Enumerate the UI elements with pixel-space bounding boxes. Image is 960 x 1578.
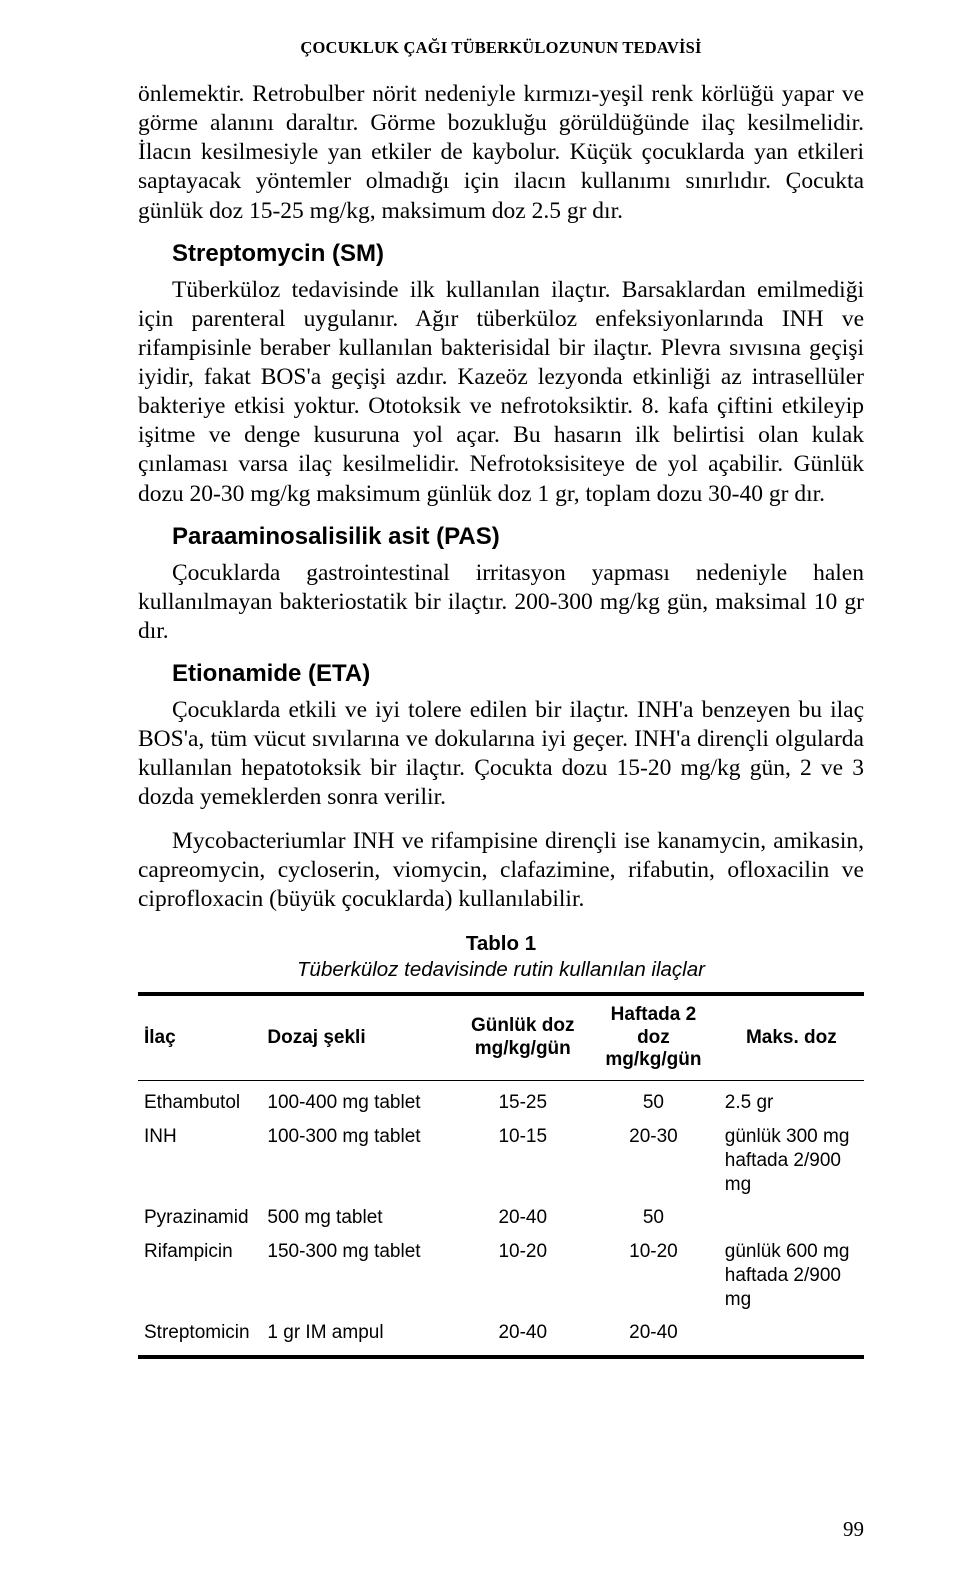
cell-max-l1: 2.5 gr xyxy=(725,1091,860,1115)
cell-max: günlük 300 mg haftada 2/900 mg xyxy=(719,1120,864,1201)
cell-max-l2: haftada 2/900 mg xyxy=(725,1149,860,1197)
table-row: INH 100-300 mg tablet 10-15 20-30 günlük… xyxy=(138,1120,864,1201)
table-row: Ethambutol 100-400 mg tablet 15-25 50 2.… xyxy=(138,1081,864,1120)
col-twice-l1: Haftada 2 doz xyxy=(592,1004,715,1050)
cell-daily: 10-20 xyxy=(457,1235,588,1316)
heading-streptomycin: Streptomycin (SM) xyxy=(172,240,864,268)
table-title: Tablo 1 xyxy=(138,932,864,956)
cell-form: 100-300 mg tablet xyxy=(261,1120,457,1201)
page-number: 99 xyxy=(843,1517,864,1542)
cell-drug: Rifampicin xyxy=(138,1235,261,1316)
cell-form: 150-300 mg tablet xyxy=(261,1235,457,1316)
col-daily-l1: Günlük doz xyxy=(461,1015,584,1038)
running-head: ÇOCUKLUK ÇAĞI TÜBERKÜLOZUNUN TEDAVİSİ xyxy=(138,38,864,58)
cell-twice: 20-40 xyxy=(588,1316,719,1357)
cell-daily: 20-40 xyxy=(457,1201,588,1235)
cell-max-l2: haftada 2/900 mg xyxy=(725,1264,860,1312)
cell-drug: Ethambutol xyxy=(138,1081,261,1120)
col-form: Dozaj şekli xyxy=(261,994,457,1081)
cell-form: 100-400 mg tablet xyxy=(261,1081,457,1120)
cell-max xyxy=(719,1201,864,1235)
col-daily-l2: mg/kg/gün xyxy=(461,1038,584,1061)
col-twice-l2: mg/kg/gün xyxy=(592,1049,715,1072)
cell-twice: 50 xyxy=(588,1081,719,1120)
paragraph-etionamide-1: Çocuklarda etkili ve iyi tolere edilen b… xyxy=(138,696,864,813)
cell-max: 2.5 gr xyxy=(719,1081,864,1120)
cell-max-l1: günlük 300 mg xyxy=(725,1125,860,1149)
paragraph-streptomycin: Tüberküloz tedavisinde ilk kullanılan il… xyxy=(138,276,864,509)
cell-form: 1 gr IM ampul xyxy=(261,1316,457,1357)
cell-drug: Streptomicin xyxy=(138,1316,261,1357)
col-max: Maks. doz xyxy=(719,994,864,1081)
paragraph-intro: önlemektir. Retrobulber nörit nedeniyle … xyxy=(138,80,864,226)
cell-drug: Pyrazinamid xyxy=(138,1201,261,1235)
table-row: Rifampicin 150-300 mg tablet 10-20 10-20… xyxy=(138,1235,864,1316)
cell-twice: 10-20 xyxy=(588,1235,719,1316)
cell-max-l1: günlük 600 mg xyxy=(725,1240,860,1264)
table-row: Streptomicin 1 gr IM ampul 20-40 20-40 xyxy=(138,1316,864,1357)
cell-twice: 20-30 xyxy=(588,1120,719,1201)
col-twice: Haftada 2 doz mg/kg/gün xyxy=(588,994,719,1081)
drug-table: İlaç Dozaj şekli Günlük doz mg/kg/gün Ha… xyxy=(138,992,864,1359)
cell-form: 500 mg tablet xyxy=(261,1201,457,1235)
table-header-row: İlaç Dozaj şekli Günlük doz mg/kg/gün Ha… xyxy=(138,994,864,1081)
table-body: Ethambutol 100-400 mg tablet 15-25 50 2.… xyxy=(138,1081,864,1357)
col-drug: İlaç xyxy=(138,994,261,1081)
cell-daily: 10-15 xyxy=(457,1120,588,1201)
col-daily: Günlük doz mg/kg/gün xyxy=(457,994,588,1081)
cell-drug: INH xyxy=(138,1120,261,1201)
paragraph-pas: Çocuklarda gastrointestinal irritasyon y… xyxy=(138,559,864,646)
cell-max: günlük 600 mg haftada 2/900 mg xyxy=(719,1235,864,1316)
table-subtitle: Tüberküloz tedavisinde rutin kullanılan … xyxy=(138,958,864,982)
paragraph-etionamide-2: Mycobacteriumlar INH ve rifampisine dire… xyxy=(138,827,864,914)
heading-pas: Paraaminosalisilik asit (PAS) xyxy=(172,523,864,551)
table-row: Pyrazinamid 500 mg tablet 20-40 50 xyxy=(138,1201,864,1235)
table-block: Tablo 1 Tüberküloz tedavisinde rutin kul… xyxy=(138,932,864,1359)
cell-daily: 15-25 xyxy=(457,1081,588,1120)
cell-daily: 20-40 xyxy=(457,1316,588,1357)
cell-twice: 50 xyxy=(588,1201,719,1235)
cell-max xyxy=(719,1316,864,1357)
heading-etionamide: Etionamide (ETA) xyxy=(172,660,864,688)
